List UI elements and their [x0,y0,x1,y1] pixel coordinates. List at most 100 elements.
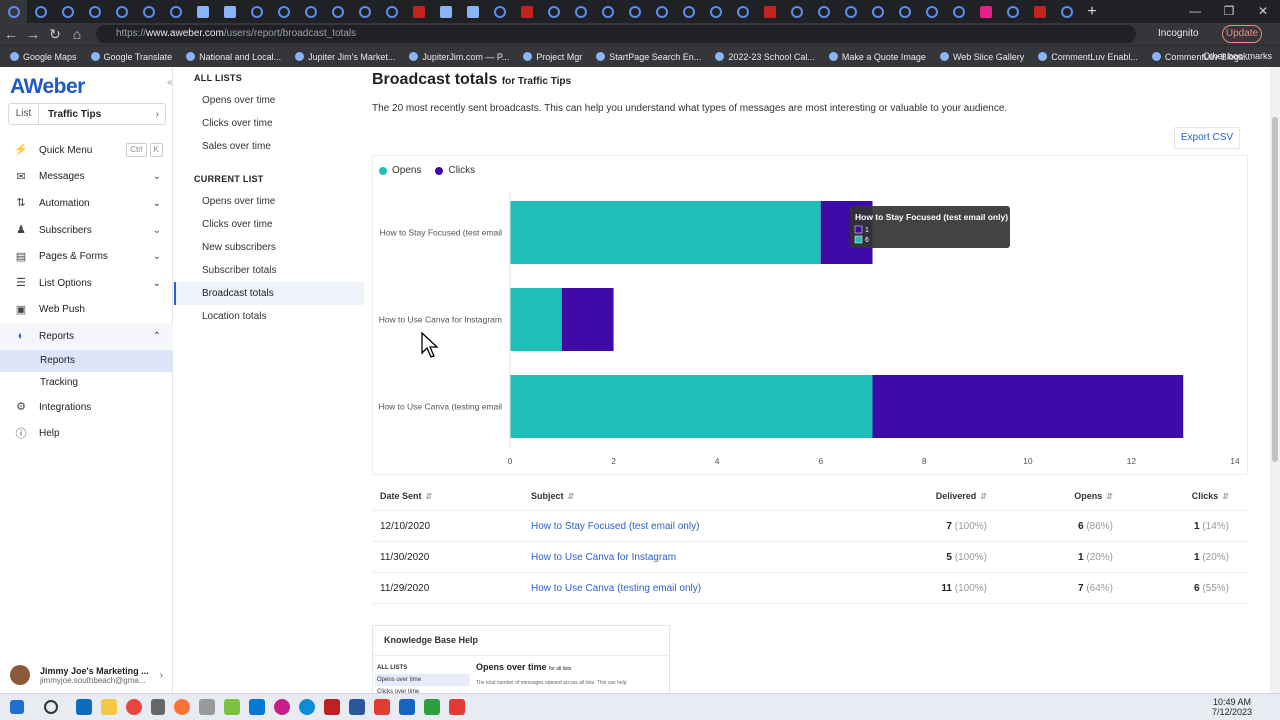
file-explorer-icon[interactable] [101,699,117,715]
browser-tab[interactable] [783,0,810,23]
firefox-icon[interactable] [174,699,190,715]
browser-tab[interactable] [351,0,378,23]
app-icon[interactable] [324,699,340,715]
bookmark[interactable]: Google Maps [10,52,77,62]
col-opens[interactable]: Opens ⇵ [1074,490,1113,501]
subnav-new-subscribers[interactable]: New subscribers [202,242,276,253]
export-csv-button[interactable]: Export CSV [1174,127,1240,149]
bookmark[interactable]: StartPage Search En... [596,52,701,62]
sidebar-item-subscribers[interactable]: ♟ Subscribers ⌄ [0,217,173,244]
sidebar-subitem-reports[interactable]: Reports [0,349,173,372]
browser-tab[interactable] [1053,0,1080,23]
subnav-subscriber-totals[interactable]: Subscriber totals [202,265,277,276]
list-selector[interactable]: List Traffic Tips › [8,103,166,125]
chrome-icon[interactable] [126,699,142,715]
browser-tab[interactable] [1026,0,1053,23]
browser-tab[interactable] [999,0,1026,23]
bookmark[interactable]: JupiterJim.com — P... [409,52,509,62]
sidebar-item-reports[interactable]: ◐ Reports ⌃ [0,323,173,350]
bookmark[interactable]: Make a Quote Image [828,52,926,62]
app-icon[interactable] [274,699,290,715]
scrollbar-thumb[interactable] [1272,117,1278,462]
other-bookmarks[interactable]: Other bookmarks [1202,51,1272,61]
app-icon[interactable] [449,699,465,715]
legend-item-clicks[interactable]: Clicks [435,165,475,176]
collapse-sidebar-icon[interactable]: « [167,77,173,88]
url-input[interactable]: https://www.aweber.com/users/report/broa… [96,25,1136,43]
app-icon[interactable] [374,699,390,715]
col-delivered[interactable]: Delivered ⇵ [935,490,987,501]
browser-tab[interactable] [135,0,162,23]
browser-tab[interactable] [594,0,621,23]
word-icon[interactable] [349,699,365,715]
browser-tab[interactable] [243,0,270,23]
tab-aweber-active[interactable] [0,0,27,23]
browser-tab[interactable] [972,0,999,23]
minimize-icon[interactable]: — [1189,4,1201,18]
browser-tab[interactable] [675,0,702,23]
browser-tab[interactable] [702,0,729,23]
browser-tab[interactable] [432,0,459,23]
aweber-logo[interactable]: AWeber [10,75,85,98]
sidebar-item-help[interactable]: ⓘ Help [0,420,173,447]
subnav-all-sales-over-time[interactable]: Sales over time [202,141,271,152]
browser-tab[interactable] [324,0,351,23]
browser-tab[interactable] [216,0,243,23]
legend-item-opens[interactable]: Opens [379,165,421,176]
bar-clicks[interactable] [561,288,614,351]
subnav-all-opens-over-time[interactable]: Opens over time [202,95,276,106]
bookmark[interactable]: Project Mgr [523,52,582,62]
search-icon[interactable] [44,700,58,714]
sidebar-item-pages-forms[interactable]: ▤ Pages & Forms ⌄ [0,243,173,270]
cell-subject-link[interactable]: How to Stay Focused (test email only) [531,520,700,532]
browser-tab[interactable] [729,0,756,23]
browser-tab[interactable] [459,0,486,23]
outlook-icon[interactable] [76,699,92,715]
bar-opens[interactable] [510,288,562,351]
sidebar-item-quick-menu[interactable]: ⚡ Quick Menu Ctrl K [0,137,173,164]
browser-tab[interactable] [108,0,135,23]
bar-clicks[interactable] [872,375,1184,438]
windows-start-icon[interactable] [10,700,24,714]
browser-tab[interactable] [918,0,945,23]
browser-tab[interactable] [621,0,648,23]
bar-opens[interactable] [510,201,821,264]
browser-tab[interactable] [540,0,567,23]
photos-icon[interactable] [249,699,265,715]
browser-tab[interactable] [486,0,513,23]
subnav-clicks-over-time[interactable]: Clicks over time [202,219,273,230]
app-icon[interactable] [424,699,440,715]
col-clicks[interactable]: Clicks ⇵ [1191,490,1229,501]
browser-tab[interactable] [837,0,864,23]
kb-side-item[interactable]: Opens over time [375,674,470,686]
page-scrollbar[interactable] [1270,67,1280,693]
browser-tab[interactable] [891,0,918,23]
update-button[interactable]: Update [1222,25,1262,43]
sidebar-item-integrations[interactable]: ⚙ Integrations [0,394,173,421]
system-clock[interactable]: 10:49 AM 7/12/2023 [1212,697,1252,717]
cell-subject-link[interactable]: How to Use Canva for Instagram [531,551,677,563]
browser-tab[interactable] [54,0,81,23]
browser-tab[interactable] [189,0,216,23]
browser-tab[interactable] [864,0,891,23]
restore-icon[interactable]: ❐ [1223,4,1235,18]
browser-tab[interactable] [756,0,783,23]
sidebar-item-list-options[interactable]: ☰ List Options ⌄ [0,270,173,297]
calculator-icon[interactable] [151,699,165,715]
bookmark[interactable]: Jupiter Jim's Market... [295,52,395,62]
sidebar-item-messages[interactable]: ✉ Messages ⌄ [0,164,173,191]
user-account-card[interactable]: Jimmy Joe's Marketing ... jimmyjoe.south… [0,657,173,693]
app-icon[interactable] [399,699,415,715]
browser-tab[interactable] [270,0,297,23]
col-subject[interactable]: Subject ⇵ [531,490,575,501]
kb-side-item[interactable]: Clicks over time [377,689,420,695]
forward-icon[interactable]: → [26,26,40,42]
browser-tab[interactable] [567,0,594,23]
browser-tab[interactable] [27,0,54,23]
close-icon[interactable]: ✕ [1257,4,1269,18]
back-icon[interactable]: ← [4,26,18,42]
browser-tab[interactable] [378,0,405,23]
new-tab-icon[interactable]: + [1087,2,1097,20]
reload-icon[interactable]: ↻ [49,25,61,42]
browser-tab[interactable] [513,0,540,23]
